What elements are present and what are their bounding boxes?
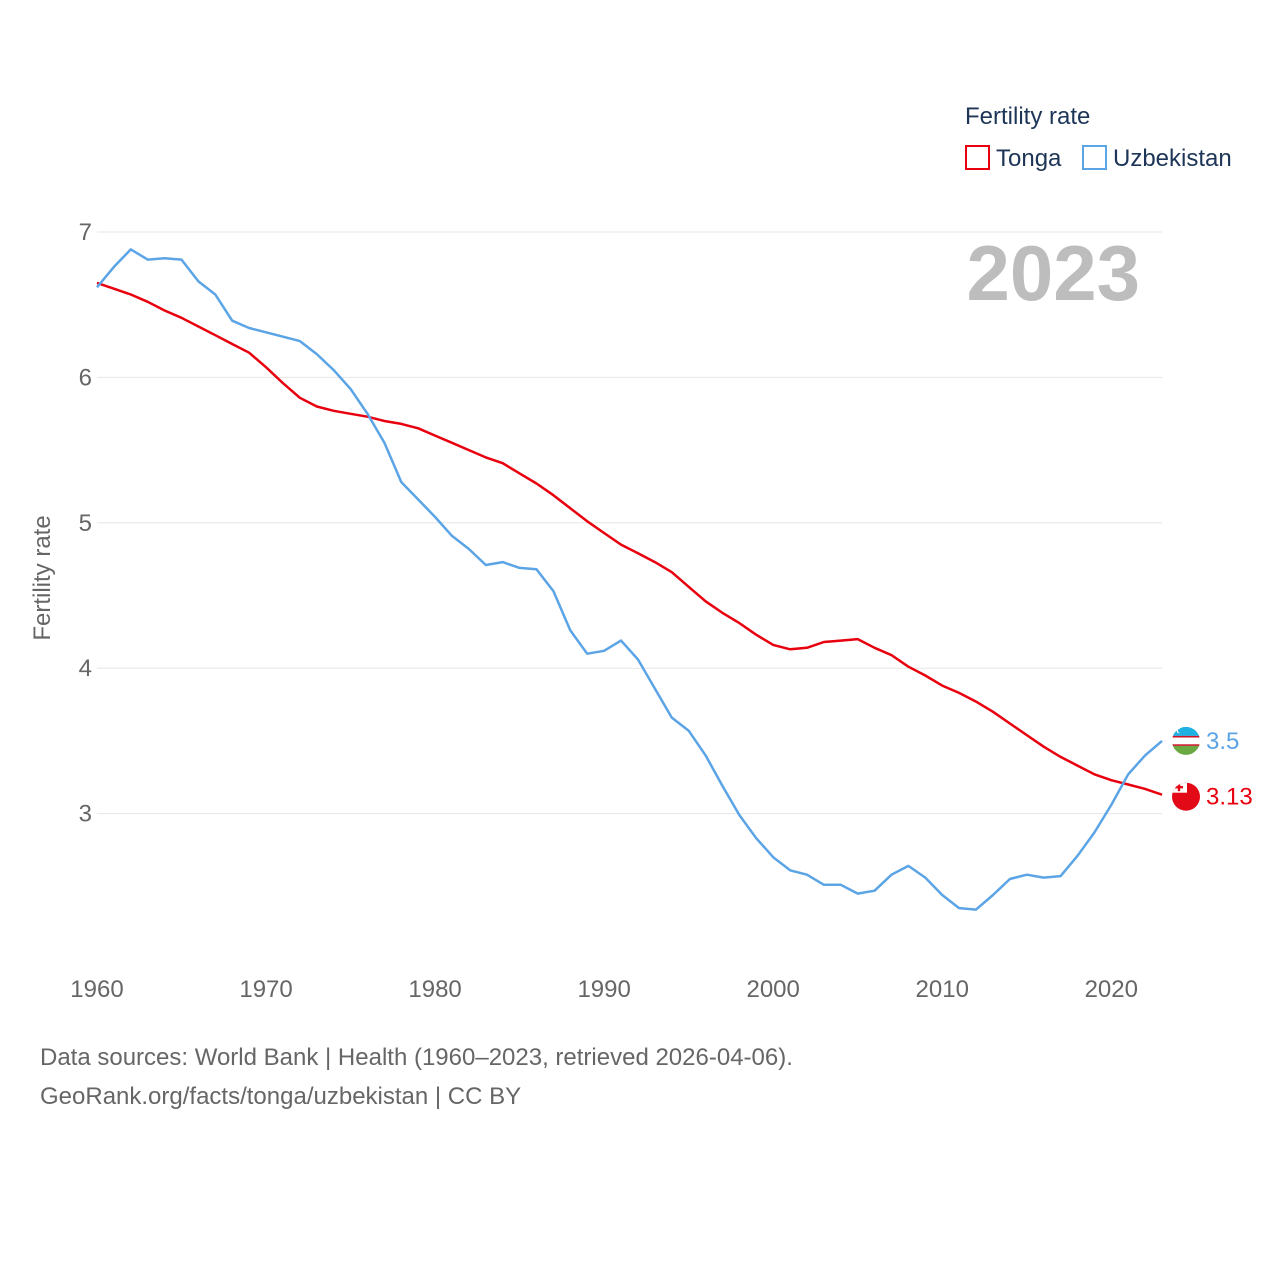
attribution-text: GeoRank.org/facts/tonga/uzbekistan | CC …	[40, 1083, 522, 1110]
x-tick-label: 2000	[746, 976, 799, 1003]
series-line-tonga[interactable]	[96, 281, 1163, 796]
x-tick-label: 1980	[408, 976, 461, 1003]
x-tick-label: 1970	[239, 976, 292, 1003]
legend-item-tonga[interactable]: Tonga	[965, 145, 1062, 172]
legend-item-uzbekistan[interactable]: Uzbekistan	[1082, 145, 1232, 172]
y-tick-label: 7	[79, 219, 92, 246]
y-tick-label: 4	[79, 655, 92, 682]
x-tick-label: 1960	[70, 976, 123, 1003]
year-watermark: 2023	[966, 229, 1140, 317]
legend-label-uzbekistan: Uzbekistan	[1113, 145, 1232, 172]
legend-swatch-tonga	[965, 145, 990, 170]
y-tick-label: 6	[79, 364, 92, 391]
legend-swatch-uzbekistan	[1082, 145, 1107, 170]
legend-label-tonga: Tonga	[996, 145, 1062, 172]
y-axis: 3 4 5 6 7	[79, 219, 92, 828]
legend: Fertility rate Tonga Uzbekistan	[965, 103, 1232, 172]
end-value-tonga: 3.13	[1206, 784, 1253, 811]
x-tick-label: 2020	[1085, 976, 1138, 1003]
x-tick-label: 1990	[577, 976, 630, 1003]
uzbekistan-flag-icon	[1172, 726, 1200, 755]
y-axis-title: Fertility rate	[29, 515, 56, 640]
x-tick-label: 2010	[916, 976, 969, 1003]
legend-title: Fertility rate	[965, 103, 1090, 130]
tonga-flag-icon	[1172, 782, 1200, 811]
gridlines	[97, 231, 1162, 815]
x-axis: 1960 1970 1980 1990 2000 2010 2020	[70, 976, 1138, 1003]
y-tick-label: 3	[79, 801, 92, 828]
series-line-uzbekistan[interactable]	[96, 248, 1163, 911]
y-tick-label: 5	[79, 510, 92, 537]
source-text: Data sources: World Bank | Health (1960–…	[40, 1044, 793, 1071]
end-value-uzbekistan: 3.5	[1206, 728, 1239, 755]
